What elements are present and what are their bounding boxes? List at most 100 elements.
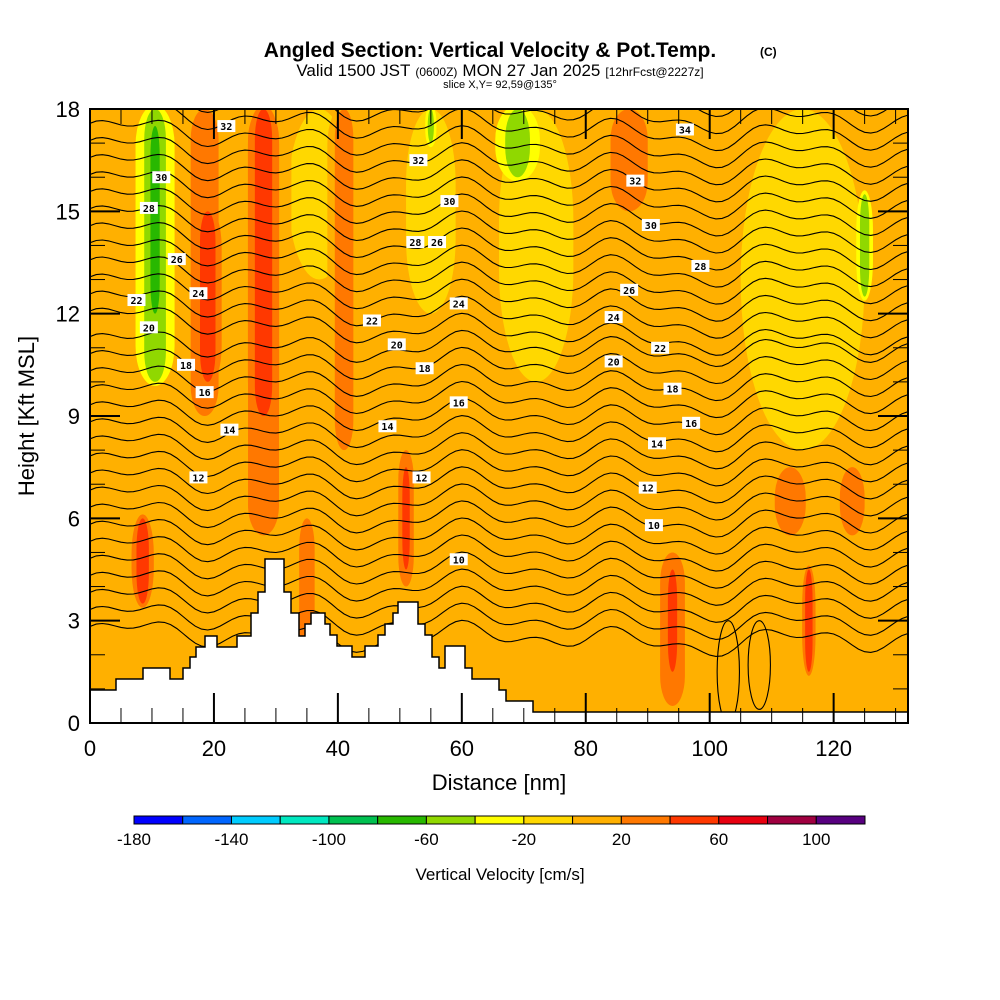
- theta-contour-line: [90, 585, 908, 623]
- contour-label: 14: [220, 423, 239, 437]
- contour-label: 24: [189, 287, 208, 300]
- y-tick-label: 9: [68, 404, 80, 429]
- svg-text:22: 22: [130, 296, 142, 307]
- svg-text:24: 24: [453, 299, 465, 310]
- velocity-plume: [505, 109, 530, 178]
- x-tick-label: 20: [202, 736, 226, 761]
- colorbar-tick-label: 60: [709, 830, 728, 849]
- svg-text:20: 20: [391, 340, 403, 351]
- svg-text:10: 10: [453, 555, 465, 566]
- theta-contour-line: [90, 380, 908, 419]
- svg-text:16: 16: [685, 419, 697, 430]
- colorbar-tick-label: 20: [612, 830, 631, 849]
- x-axis-label: Distance [nm]: [432, 770, 567, 795]
- contour-label: 22: [362, 314, 381, 327]
- y-axis: 0 3 6 9 12 15 18: [56, 97, 908, 736]
- theta-contour-line: [90, 517, 908, 555]
- svg-text:26: 26: [623, 286, 635, 297]
- theta-contour-line: [90, 239, 908, 288]
- contour-label: 32: [626, 174, 645, 188]
- theta-contour-line: [90, 466, 908, 504]
- contour-label: 30: [641, 218, 660, 232]
- velocity-plume: [334, 109, 354, 451]
- contour-label: 28: [691, 259, 710, 273]
- contour-label: 34: [675, 123, 694, 136]
- theta-contour-line: [90, 432, 908, 470]
- slice-info: slice X,Y= 92,59@135°: [443, 79, 557, 91]
- colorbar-tick-label: -140: [214, 830, 248, 849]
- header: Angled Section: Vertical Velocity & Pot.…: [264, 39, 777, 91]
- svg-text:10: 10: [648, 521, 660, 532]
- colorbar-tick-label: -180: [117, 830, 151, 849]
- colorbar-tick-label: -60: [414, 830, 439, 849]
- svg-text:28: 28: [409, 238, 421, 249]
- contour-label: 24: [604, 311, 623, 324]
- valid-prefix: Valid 1500 JST: [296, 61, 410, 80]
- svg-text:30: 30: [645, 221, 657, 232]
- svg-text:16: 16: [453, 398, 465, 409]
- contour-label: 20: [604, 355, 623, 368]
- contour-label: 32: [217, 120, 236, 133]
- valid-date: MON 27 Jan 2025: [462, 61, 600, 80]
- plot-area: 32 30 28 26 24 22 20 18 16 14 12 32 30 28 26 24 22 20 18 16…: [90, 109, 908, 723]
- contour-label: 30: [152, 171, 171, 184]
- colorbar-segment: [377, 815, 427, 825]
- svg-text:24: 24: [608, 313, 620, 324]
- theta-contour-line: [90, 256, 908, 305]
- colorbar-segment: [815, 815, 866, 825]
- contour-label: 28: [139, 201, 158, 215]
- velocity-plumes: [131, 109, 875, 710]
- svg-text:32: 32: [412, 156, 424, 167]
- contour-label: 16: [195, 386, 214, 399]
- svg-text:12: 12: [416, 473, 428, 484]
- y-tick-label: 18: [56, 97, 80, 122]
- svg-text:28: 28: [143, 204, 155, 215]
- theta-contour-line: [90, 119, 908, 169]
- svg-text:32: 32: [629, 177, 641, 188]
- theta-contour-line: [90, 568, 908, 606]
- contour-label: 10: [449, 553, 468, 566]
- colorbar-tick-label: 100: [802, 830, 830, 849]
- valid-line: Valid 1500 JST (0600Z) MON 27 Jan 2025 […: [296, 61, 703, 80]
- svg-text:16: 16: [199, 388, 211, 399]
- colorbar-segment: [523, 815, 574, 825]
- colorbar-segment: [620, 815, 671, 825]
- contour-label: 24: [449, 297, 468, 310]
- contour-label: 30: [440, 195, 459, 208]
- colorbar-segment: [572, 815, 622, 825]
- theta-contour-line: [90, 363, 908, 402]
- svg-text:26: 26: [431, 238, 443, 249]
- contour-label: 18: [663, 382, 682, 396]
- x-tick-label: 80: [574, 736, 598, 761]
- theta-contour-line: [90, 170, 908, 220]
- title-suffix: (C): [760, 45, 777, 59]
- contour-label: 12: [412, 471, 431, 484]
- theta-contour-line: [90, 534, 908, 572]
- y-tick-label: 15: [56, 199, 80, 224]
- theta-contour-line: [90, 136, 908, 186]
- svg-text:14: 14: [223, 426, 235, 437]
- theta-contour-line: [90, 205, 908, 254]
- svg-text:30: 30: [443, 197, 455, 208]
- y-axis-label: Height [Kft MSL]: [14, 336, 39, 496]
- contour-label: 18: [415, 362, 434, 375]
- contour-label: 16: [449, 396, 468, 409]
- colorbar-segment: [133, 815, 184, 825]
- colorbar-label: Vertical Velocity [cm/s]: [415, 865, 584, 884]
- colorbar-segment: [718, 815, 769, 825]
- valid-utc: (0600Z): [415, 65, 457, 79]
- contour-label: 14: [378, 420, 397, 433]
- theta-contour-line: [90, 329, 908, 368]
- velocity-plume: [805, 569, 813, 672]
- theta-contour-line: [90, 153, 908, 203]
- svg-text:18: 18: [666, 385, 678, 396]
- contour-label: 16: [682, 416, 701, 430]
- y-tick-label: 6: [68, 506, 80, 531]
- velocity-plume: [667, 569, 678, 672]
- theta-contour-line: [90, 551, 908, 589]
- svg-text:20: 20: [143, 323, 155, 334]
- svg-text:26: 26: [171, 255, 183, 266]
- contour-label: 12: [189, 471, 208, 484]
- svg-text:18: 18: [180, 361, 192, 372]
